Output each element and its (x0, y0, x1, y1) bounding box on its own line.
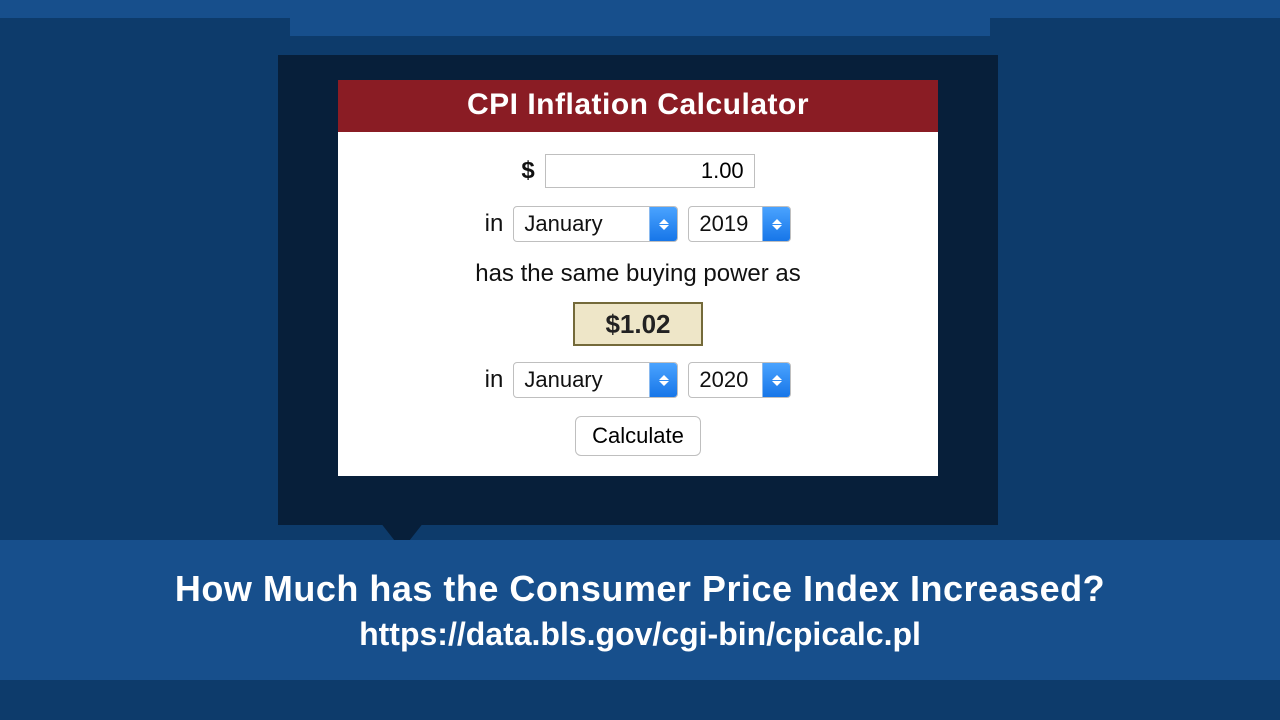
stepper-icon (649, 207, 677, 241)
caption-question: How Much has the Consumer Price Index In… (175, 568, 1105, 610)
calculator-panel: CPI Inflation Calculator $ in January 20… (338, 80, 938, 476)
from-month-value: January (514, 211, 649, 237)
stepper-icon (762, 207, 790, 241)
top-tab-shape (290, 0, 990, 36)
caption-url: https://data.bls.gov/cgi-bin/cpicalc.pl (359, 616, 921, 653)
from-year-select[interactable]: 2019 (688, 206, 791, 242)
from-year-value: 2019 (689, 211, 762, 237)
from-month-select[interactable]: January (513, 206, 678, 242)
amount-input[interactable] (545, 154, 755, 188)
stepper-icon (762, 363, 790, 397)
result-value: $1.02 (573, 302, 703, 346)
to-date-row: in January 2020 (358, 362, 918, 398)
from-date-row: in January 2019 (358, 206, 918, 242)
amount-row: $ (358, 154, 918, 188)
to-year-value: 2020 (689, 367, 762, 393)
to-month-select[interactable]: January (513, 362, 678, 398)
to-month-value: January (514, 367, 649, 393)
to-year-select[interactable]: 2020 (688, 362, 791, 398)
calculate-button[interactable]: Calculate (575, 416, 701, 456)
calculator-card: CPI Inflation Calculator $ in January 20… (278, 55, 998, 525)
in-label-from: in (485, 210, 504, 238)
buying-power-text: has the same buying power as (358, 260, 918, 288)
in-label-to: in (485, 366, 504, 394)
calculator-title: CPI Inflation Calculator (338, 80, 938, 132)
caption-band: How Much has the Consumer Price Index In… (0, 540, 1280, 680)
stepper-icon (649, 363, 677, 397)
currency-symbol: $ (521, 157, 534, 185)
calculator-body: $ in January 2019 has the sa (338, 132, 938, 476)
